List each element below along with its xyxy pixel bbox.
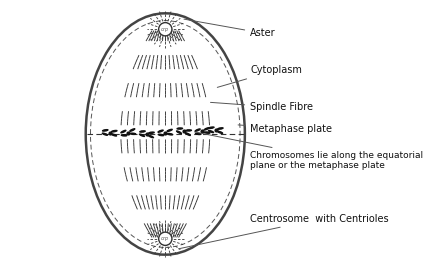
Text: Chromosomes lie along the equatorial
plane or the metaphase plate: Chromosomes lie along the equatorial pla… — [194, 132, 423, 170]
Text: Spindle Fibre: Spindle Fibre — [211, 102, 313, 113]
Text: Centrosome  with Centrioles: Centrosome with Centrioles — [179, 214, 389, 249]
Circle shape — [159, 232, 172, 245]
Text: Cytoplasm: Cytoplasm — [217, 65, 302, 87]
Text: orp: orp — [161, 27, 169, 32]
Text: orp: orp — [161, 236, 169, 241]
Text: Aster: Aster — [184, 19, 276, 38]
Text: Metaphase plate: Metaphase plate — [238, 124, 332, 134]
Circle shape — [159, 23, 172, 36]
